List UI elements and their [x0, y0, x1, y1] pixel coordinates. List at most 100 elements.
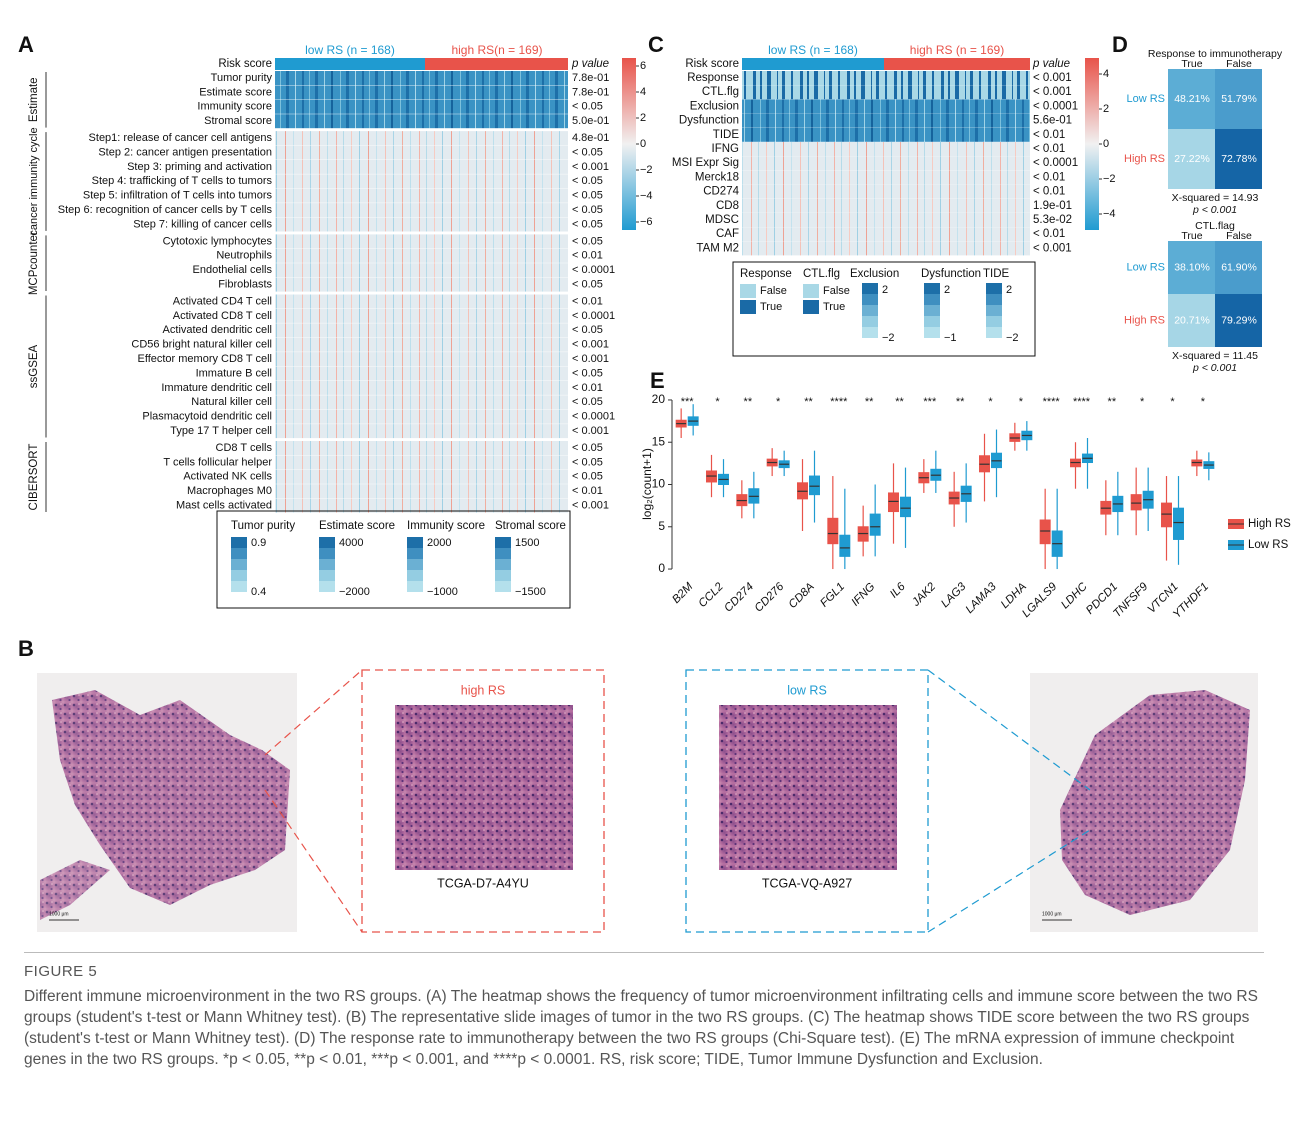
row-label: CD8 [716, 200, 739, 212]
significance: ** [895, 396, 904, 408]
p-value: < 0.01 [1033, 228, 1065, 240]
p-value: < 0.001 [572, 500, 609, 512]
mosaic-value: 61.90% [1221, 261, 1257, 273]
divider [24, 952, 1264, 953]
row-label: Activated CD4 T cell [173, 295, 272, 307]
p-value: < 0.001 [572, 353, 609, 365]
mosaic-value: 27.22% [1174, 153, 1210, 165]
legend-label: −2 [882, 332, 895, 344]
legend-swatch [495, 548, 511, 559]
y-tick-label: 15 [652, 434, 666, 448]
heatmap-row [742, 156, 1030, 170]
box [1174, 508, 1184, 539]
row-label: Mast cells activated [176, 500, 272, 512]
row-label: Activated CD8 T cell [173, 310, 272, 322]
p-value: < 0.05 [572, 146, 603, 158]
legend-title: Tumor purity [231, 520, 295, 532]
p-value: < 0.05 [572, 471, 603, 483]
row-label: Step 2: cancer antigen presentation [98, 146, 272, 158]
group-name: MCPcounter [28, 231, 40, 295]
colorbar-label: 0 [1103, 138, 1109, 150]
heatmap-row [742, 241, 1030, 255]
colorbar [1085, 58, 1099, 230]
p-value: 5.0e-01 [572, 115, 609, 127]
legend-label: 2 [882, 284, 888, 296]
mosaic-p: p < 0.001 [1192, 204, 1237, 216]
legend-label: False [823, 285, 850, 297]
colorbar-label: 0 [640, 138, 646, 150]
box [1162, 503, 1172, 527]
significance: * [1140, 396, 1145, 408]
inset-title: low RS [787, 683, 827, 697]
heatmap-row [742, 85, 1030, 99]
colorbar-label: −6 [640, 216, 653, 228]
p-value: < 0.01 [572, 485, 603, 497]
p-value: 7.8e-01 [572, 86, 609, 98]
mosaic-p: p < 0.001 [1192, 362, 1237, 374]
heatmap-row [275, 174, 568, 188]
p-value: < 0.01 [1033, 129, 1065, 141]
legend-swatch [407, 570, 423, 581]
p-value: 5.6e-01 [1033, 115, 1072, 127]
row-label: Natural killer cell [191, 396, 272, 408]
legend-label: True [760, 301, 782, 313]
heatmap-row [742, 142, 1030, 156]
heatmap-row [275, 263, 568, 277]
legend-swatch [862, 283, 878, 294]
heatmap-row [275, 309, 568, 323]
row-label: T cells follicular helper [163, 456, 272, 468]
heatmap-row [275, 455, 568, 469]
colorbar [622, 58, 636, 230]
row-label: Activated NK cells [183, 471, 272, 483]
significance: **** [830, 396, 848, 408]
row-label: Macrophages M0 [187, 485, 272, 497]
row-label: Activated dendritic cell [163, 324, 272, 336]
group-name: CIBERSORT [28, 444, 40, 511]
colorbar-label: 2 [1103, 103, 1109, 115]
risk-bar-low [742, 58, 884, 70]
legend-label: −2 [1006, 332, 1019, 344]
box [1040, 520, 1050, 544]
box [840, 535, 850, 556]
legend-label: 2000 [427, 537, 451, 549]
y-axis-label: log₂(count+1) [640, 448, 654, 520]
mosaic-value: 48.21% [1174, 93, 1210, 105]
p-value: < 0.01 [1033, 186, 1065, 198]
row-label: Step 5: infiltration of T cells into tum… [83, 190, 273, 202]
legend-swatch [231, 581, 247, 592]
legend-swatch [862, 305, 878, 316]
mosaic-stat: X-squared = 14.93 [1172, 192, 1259, 204]
legend-swatch [862, 294, 878, 305]
mosaic-row: High RS [1124, 153, 1165, 165]
p-value: < 0.01 [1033, 171, 1065, 183]
p-value: < 0.05 [572, 218, 603, 230]
row-label: Response [687, 72, 739, 84]
colorbar-label: 6 [640, 60, 646, 72]
row-label: Step 3: priming and activation [127, 161, 272, 173]
legend-label: 2 [1006, 284, 1012, 296]
colorbar-label: −2 [1103, 173, 1116, 185]
p-value: < 0.01 [572, 382, 603, 394]
row-label: Neutrophils [216, 250, 272, 262]
legend-swatch [319, 559, 335, 570]
heatmap-row [275, 367, 568, 381]
significance: * [1170, 396, 1175, 408]
legend-swatch [231, 548, 247, 559]
heatmap-row [275, 470, 568, 484]
heatmap-row [275, 160, 568, 174]
p-value: < 0.01 [572, 295, 603, 307]
legend-swatch [740, 300, 756, 314]
mosaic-row: Low RS [1126, 93, 1165, 105]
row-label: Immunity score [197, 101, 272, 113]
risk-bar-high [425, 58, 568, 70]
legend-swatch [740, 284, 756, 298]
legend-swatch [862, 316, 878, 327]
legend-swatch [924, 327, 940, 338]
p-value: < 0.05 [572, 442, 603, 454]
inset-sample: TCGA-VQ-A927 [762, 876, 852, 890]
row-label: Fibroblasts [218, 279, 272, 291]
legend-label: False [760, 285, 787, 297]
row-label: Type 17 T helper cell [170, 425, 272, 437]
significance: ** [1108, 396, 1117, 408]
legend-title: Dysfunction [921, 268, 981, 280]
